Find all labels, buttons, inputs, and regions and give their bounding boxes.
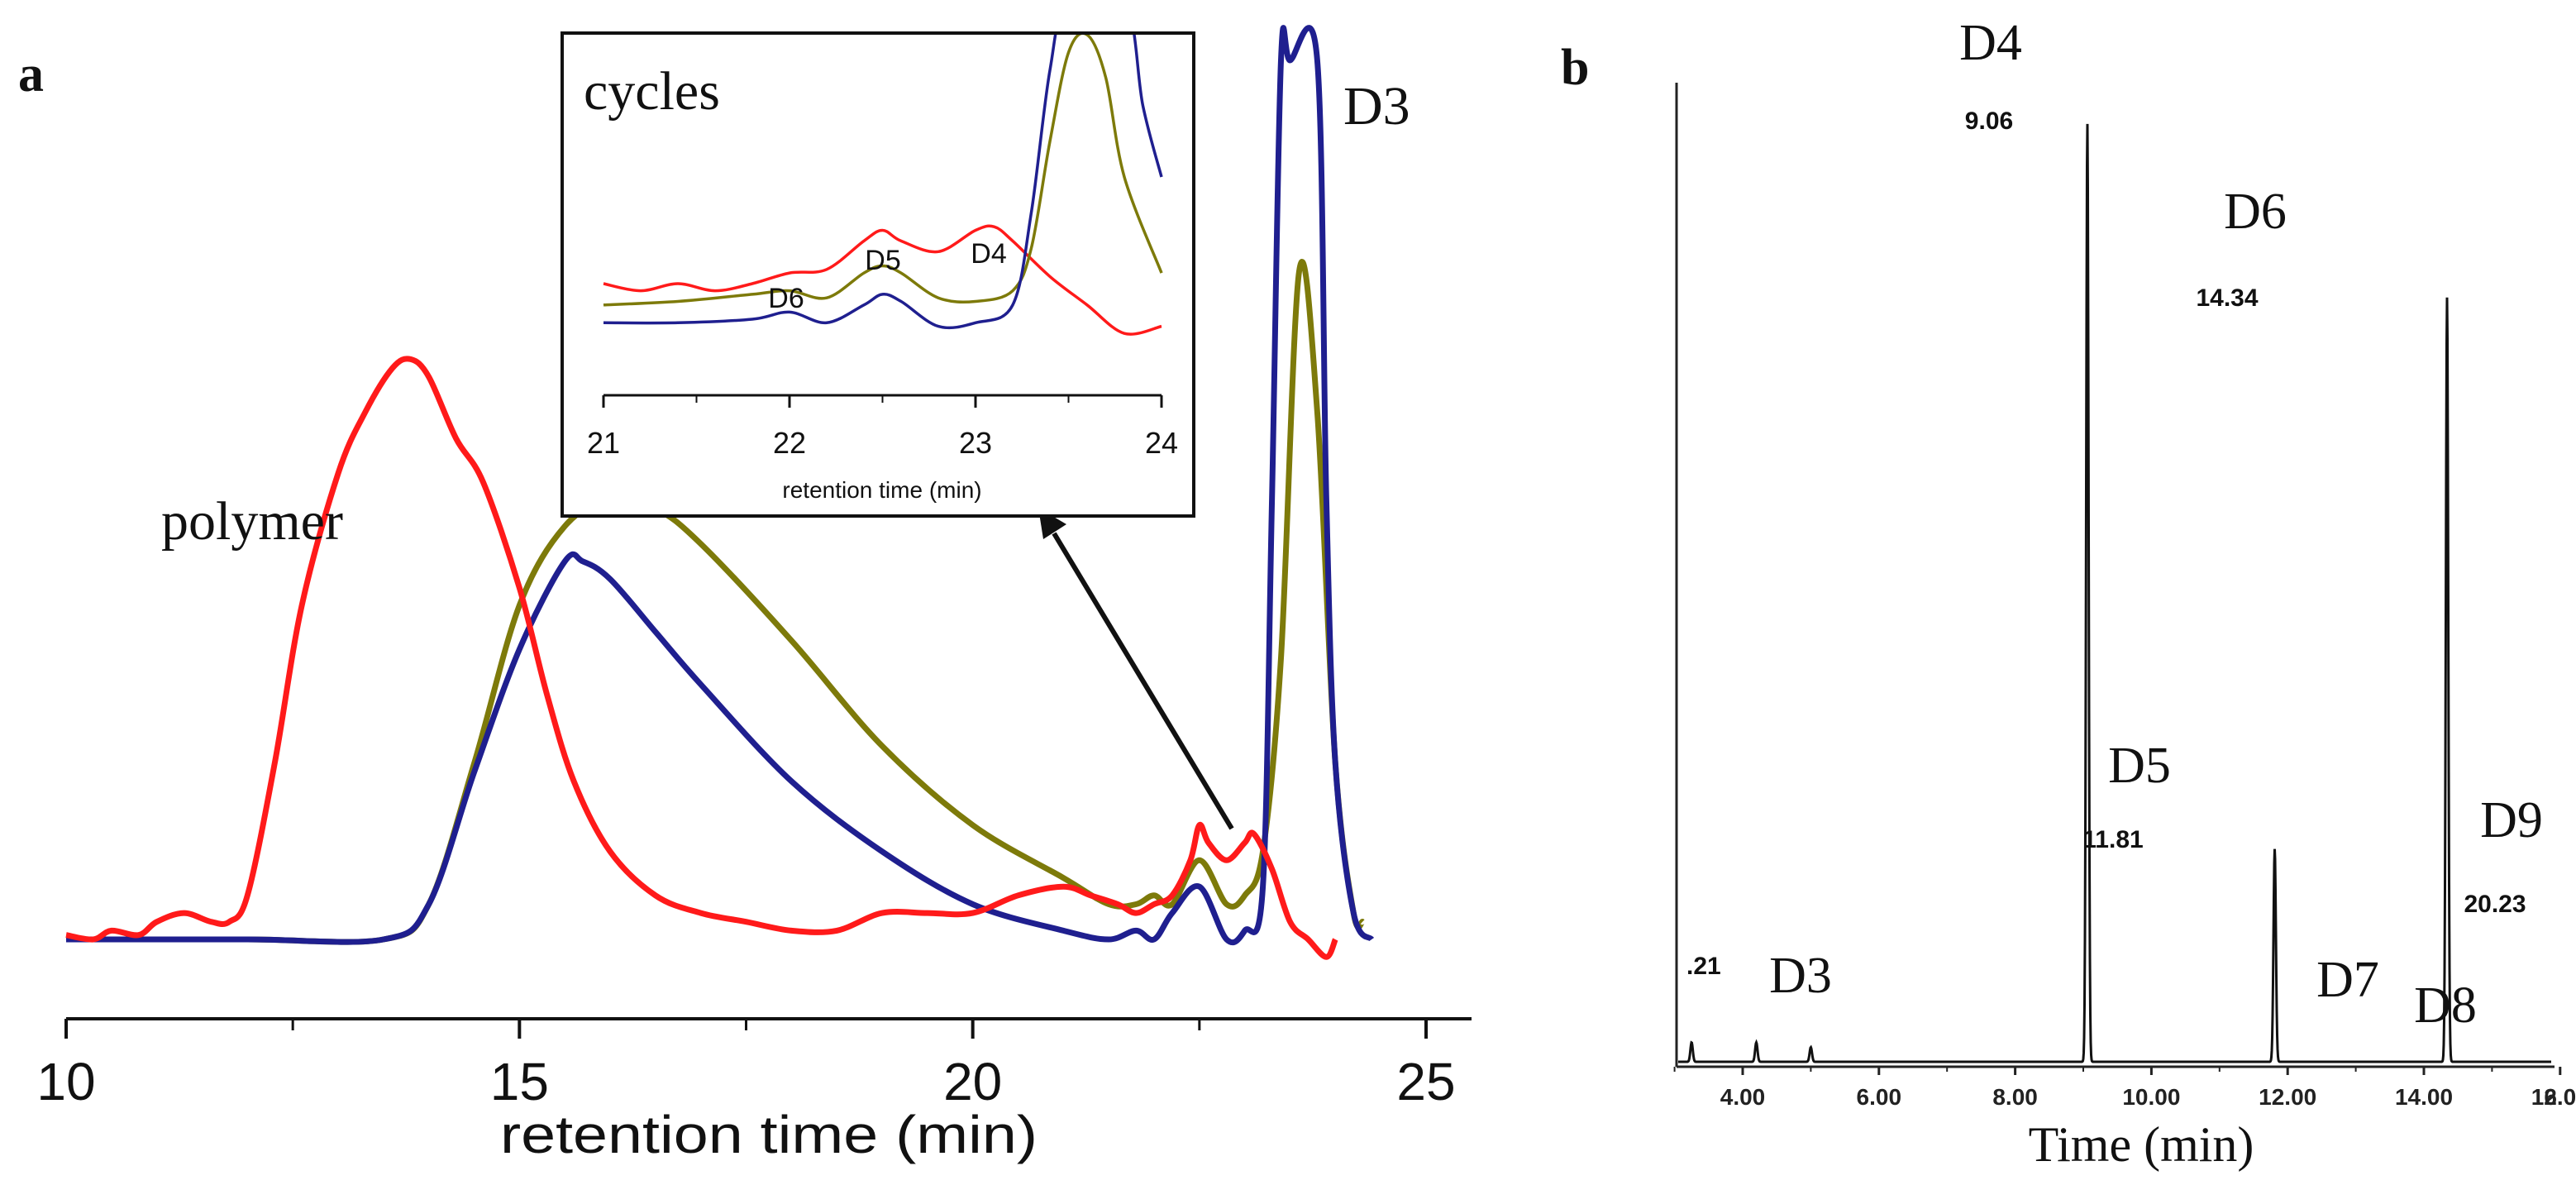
- inset-tick-label: 21: [587, 426, 620, 460]
- panel-b-label: b: [1561, 40, 1589, 96]
- rt-label-11-81: 11.81: [2082, 826, 2143, 853]
- inset-title: cycles: [584, 61, 720, 122]
- gc-peak-d5: D5: [2108, 738, 2171, 794]
- gc-peak-d6: D6: [2224, 184, 2287, 240]
- series-red: [65, 356, 1338, 960]
- panel-a-series: [65, 25, 1375, 960]
- panel-a-label: a: [18, 46, 44, 103]
- panel-a-tick-label: 20: [943, 1052, 1002, 1111]
- inset-x-ticks: 21 22 23 24: [587, 395, 1178, 460]
- panel-b-partial-tick: 2: [2544, 1084, 2557, 1110]
- panel-b-tick-label: 8.00: [1992, 1084, 2038, 1110]
- rt-label-2-21: .21: [1686, 953, 1721, 980]
- panel-b-tick-label: 6.00: [1857, 1084, 1902, 1110]
- polymer-label: polymer: [161, 491, 343, 552]
- panel-b-x-axis-title: Time (min): [2029, 1117, 2254, 1172]
- gc-peak-d9: D9: [2480, 792, 2543, 848]
- gc-peak-d4: D4: [1959, 15, 2022, 71]
- inset-x-axis-title: retention time (min): [782, 477, 981, 503]
- panel-b: b 4.006.008.0010.0012.0014.0016.0018.002…: [1561, 15, 2576, 1172]
- gc-peak-d8: D8: [2414, 977, 2477, 1034]
- panel-a-tick-label: 15: [490, 1052, 549, 1111]
- inset-series-navy: [603, 35, 1163, 330]
- series-navy: [66, 25, 1375, 946]
- panel-b-tick-label: 4.00: [1720, 1084, 1766, 1110]
- inset-series: [603, 35, 1163, 336]
- inset-peak-d4: D4: [971, 238, 1006, 270]
- rt-label-9-06: 9.06: [1965, 108, 2013, 135]
- gc-peak-d7: D7: [2316, 952, 2379, 1008]
- panel-b-x-ticks: 4.006.008.0010.0012.0014.0016.0018.0020.…: [1673, 1067, 2576, 1110]
- panel-b-tick-label: 10.00: [2122, 1084, 2180, 1110]
- panel-b-tick-label: 16.00: [2531, 1084, 2576, 1110]
- inset-tick-label: 22: [773, 426, 806, 460]
- inset-series-red: [603, 224, 1162, 336]
- inset-peak-d6: D6: [768, 283, 804, 314]
- inset-series-olive: [603, 35, 1163, 307]
- panel-a-x-axis-title: retention time (min): [500, 1105, 1038, 1164]
- gc-trace: [1678, 123, 2551, 1063]
- zoom-arrow: [1052, 532, 1234, 830]
- panel-a-x-ticks: 10 15 20 25: [36, 1019, 1456, 1111]
- panel-b-tick-label: 12.00: [2259, 1084, 2316, 1110]
- panel-b-tick-label: 14.00: [2395, 1084, 2453, 1110]
- panel-a: a 10 15 20 25 retention time (min) polymer …: [18, 25, 1472, 1164]
- rt-label-20-23: 20.23: [2464, 891, 2526, 918]
- panel-a-tick-label: 10: [36, 1052, 95, 1111]
- inset-tick-label: 24: [1145, 426, 1178, 460]
- panel-a-tick-label: 25: [1396, 1052, 1455, 1111]
- gc-peak-d3: D3: [1769, 948, 1832, 1004]
- rt-label-14-34: 14.34: [2196, 284, 2258, 312]
- d3-peak-label: D3: [1343, 76, 1410, 136]
- inset-peak-d5: D5: [865, 245, 900, 276]
- inset-frame: [561, 31, 1195, 518]
- inset-tick-label: 23: [959, 426, 992, 460]
- inset: cycles 21 22 23 24 retention time (min) D6 …: [561, 31, 1195, 518]
